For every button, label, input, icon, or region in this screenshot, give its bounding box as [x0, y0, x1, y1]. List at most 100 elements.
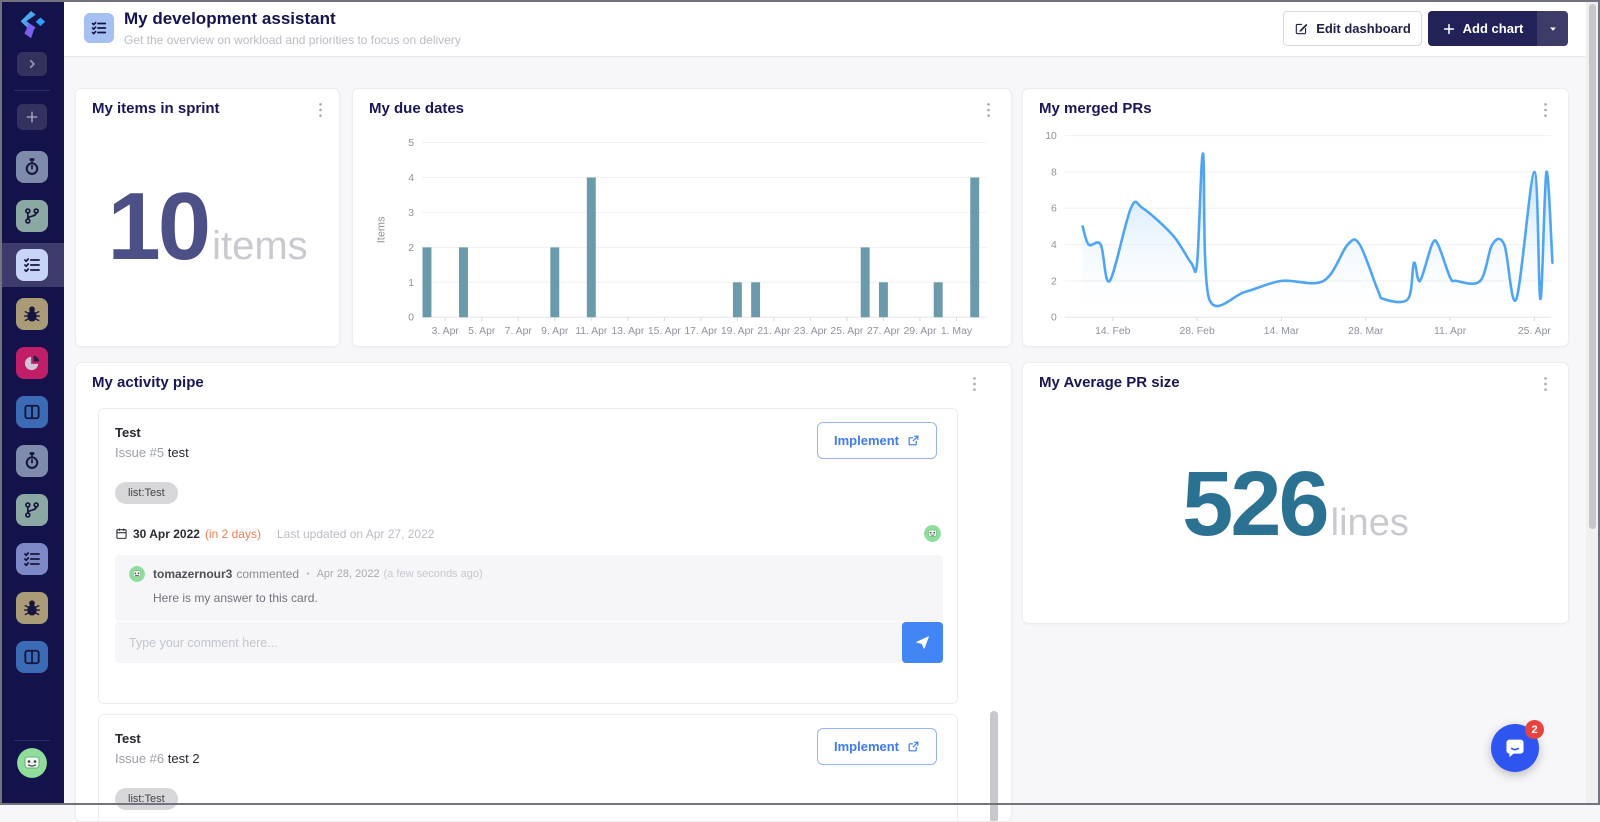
activity-pipe-scrollbar[interactable] [990, 711, 998, 821]
checklist-icon [91, 21, 107, 35]
due-dates-bar-chart: 0 1 2 3 4 5 3. Apr 5. Apr 7. Apr 9. Apr 11. Apr 13.… [375, 138, 987, 337]
page-header: My development assistant Get the overvie… [64, 0, 1588, 57]
add-chart-dropdown-button[interactable] [1537, 11, 1568, 46]
svg-text:2: 2 [408, 243, 414, 254]
checklist-icon [24, 552, 40, 567]
chat-bubble-icon [1506, 739, 1524, 758]
svg-text:28. Feb: 28. Feb [1179, 326, 1215, 337]
sidebar-item-assistant-2[interactable] [16, 543, 48, 575]
issue-title: Test [115, 731, 141, 746]
card-title: My merged PRs [1039, 100, 1152, 117]
window-scrollbar-track[interactable] [1586, 2, 1598, 803]
svg-text:25. Apr: 25. Apr [830, 326, 864, 337]
svg-text:5. Apr: 5. Apr [468, 326, 496, 337]
card-items-in-sprint: My items in sprint 10 items [75, 88, 340, 347]
issue-subtitle: Issue #5 test [115, 445, 941, 460]
sidebar-divider [14, 90, 50, 91]
user-avatar[interactable] [17, 748, 47, 778]
svg-text:21. Apr: 21. Apr [757, 326, 791, 337]
sidebar-item-board-2[interactable] [16, 641, 48, 673]
svg-text:9. Apr: 9. Apr [541, 326, 569, 337]
issue-name: test [167, 445, 189, 460]
card-title: My items in sprint [92, 100, 220, 117]
kebab-icon [318, 103, 322, 117]
svg-text:29. Apr: 29. Apr [903, 326, 937, 337]
add-chart-label: Add chart [1462, 21, 1524, 36]
calendar-icon [115, 527, 128, 540]
issue-updated: Last updated on Apr 27, 2022 [276, 526, 435, 541]
sidebar-footer-divider [14, 740, 50, 741]
svg-text:13. Apr: 13. Apr [611, 326, 645, 337]
sidebar-item-bugs-2[interactable] [16, 592, 48, 624]
svg-text:11. Apr: 11. Apr [575, 326, 608, 337]
card-menu-button[interactable] [1536, 375, 1554, 393]
svg-text:4: 4 [1051, 240, 1057, 251]
edit-dashboard-button[interactable]: Edit dashboard [1283, 11, 1422, 46]
window-scrollbar-thumb[interactable] [1588, 4, 1596, 529]
robot-avatar-icon [17, 748, 47, 778]
svg-text:14. Feb: 14. Feb [1095, 326, 1131, 337]
app-logo-icon[interactable] [16, 8, 48, 44]
external-link-icon [908, 435, 919, 446]
dashboard-content: My items in sprint 10 items My due dates… [64, 57, 1588, 822]
add-dashboard-button[interactable] [17, 104, 47, 130]
plus-icon [1443, 23, 1454, 34]
sidebar-item-git-2[interactable] [16, 494, 48, 526]
implement-button[interactable]: Implement [816, 728, 937, 765]
svg-text:5: 5 [408, 138, 414, 149]
git-branch-icon [25, 208, 39, 224]
card-title: My due dates [369, 100, 465, 117]
card-due-dates: My due dates 0 1 2 3 4 5 3. Apr 5. Apr 7. Apr 9. … [352, 88, 1012, 347]
page-title: My development assistant [124, 9, 336, 28]
sidebar-item-assistant-active[interactable] [16, 249, 48, 281]
sprint-items-number: 10 [107, 173, 211, 280]
issue-card-5: Test Issue #5 test Implement list:Test 3… [98, 408, 958, 704]
send-comment-button[interactable] [902, 622, 943, 663]
caret-down-icon [1549, 27, 1556, 31]
svg-text:1: 1 [408, 278, 414, 289]
issue-due-date: 30 Apr 2022 [133, 526, 200, 541]
add-chart-button[interactable]: Add chart [1428, 11, 1537, 46]
sidebar-item-bugs-1[interactable] [16, 298, 48, 330]
implement-button[interactable]: Implement [816, 422, 937, 459]
svg-text:0: 0 [408, 313, 414, 324]
comment-action: commented [236, 567, 300, 581]
merged-prs-area-chart: 0 2 4 6 8 10 14. Feb 28. Feb 14. Mar 28. Mar 11. A… [1045, 131, 1554, 337]
sidebar-item-board-1[interactable] [16, 396, 48, 428]
git-branch-icon [25, 502, 39, 518]
pencil-icon [1295, 23, 1308, 35]
issue-title: Test [115, 425, 141, 440]
comment-header: tomazernour3 commented • Apr 28, 2022 (a… [129, 566, 929, 582]
issue-due-row: 30 Apr 2022 (in 2 days) Last updated on … [115, 525, 941, 542]
avg-pr-size-number: 526 [1182, 453, 1329, 555]
dashboard-tile [84, 13, 114, 43]
issue-ref: Issue #6 [115, 751, 165, 766]
svg-text:7. Apr: 7. Apr [505, 326, 533, 337]
sidebar-item-git-1[interactable] [16, 200, 48, 232]
comment-block: tomazernour3 commented • Apr 28, 2022 (a… [115, 555, 943, 621]
comment-body: Here is my answer to this card. [153, 591, 318, 605]
card-menu-button[interactable] [1536, 101, 1554, 119]
issue-card-6: Test Issue #6 test 2 Implement list:Test [98, 714, 958, 821]
checklist-icon [24, 258, 40, 273]
card-menu-button[interactable] [979, 101, 997, 119]
card-avg-pr-size: My Average PR size 526 lines [1022, 362, 1569, 624]
sidebar-item-timer-1[interactable] [16, 151, 48, 183]
sprint-items-value: 10 items [76, 179, 339, 275]
commenter-avatar [129, 566, 145, 582]
issue-subtitle: Issue #6 test 2 [115, 751, 941, 766]
card-menu-button[interactable] [311, 101, 329, 119]
comment-input-row [115, 622, 943, 663]
svg-text:19. Apr: 19. Apr [721, 326, 755, 337]
sprint-items-unit: items [212, 224, 308, 268]
board-icon [24, 404, 40, 420]
sidebar-item-timer-2[interactable] [16, 445, 48, 477]
comment-input[interactable] [115, 622, 943, 663]
card-activity-pipe: My activity pipe Test Issue #5 test Impl… [75, 362, 1012, 822]
issue-tag: list:Test [115, 788, 178, 810]
sidebar-expand-button[interactable] [17, 52, 47, 76]
issue-name: test 2 [167, 751, 200, 766]
sidebar-item-pie-report[interactable] [16, 347, 48, 379]
card-menu-button[interactable] [965, 375, 983, 393]
issue-due-hint: (in 2 days) [204, 526, 261, 541]
